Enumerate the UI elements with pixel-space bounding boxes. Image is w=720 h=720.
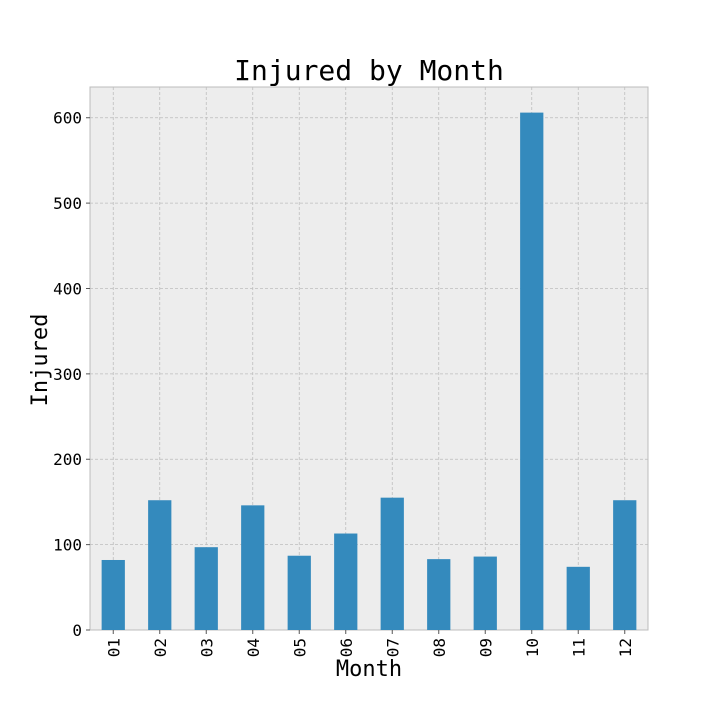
x-tick-label: 03 bbox=[197, 638, 216, 657]
bars bbox=[101, 112, 637, 630]
x-tick-label: 06 bbox=[337, 638, 356, 657]
y-tick-label: 500 bbox=[53, 194, 82, 213]
bar-01 bbox=[101, 559, 125, 630]
bar-10 bbox=[520, 112, 544, 630]
y-tick-label: 200 bbox=[53, 450, 82, 469]
x-tick-label: 09 bbox=[476, 638, 495, 657]
bar-02 bbox=[148, 500, 172, 630]
bar-09 bbox=[473, 556, 497, 630]
y-axis-label: Injured bbox=[28, 314, 53, 407]
x-tick-label: 04 bbox=[244, 638, 263, 657]
bar-05 bbox=[287, 555, 311, 630]
x-tick-label: 11 bbox=[569, 638, 588, 657]
x-axis-label: Month bbox=[336, 657, 402, 682]
x-tick-label: 07 bbox=[383, 638, 402, 657]
chart-title: Injured by Month bbox=[234, 54, 504, 87]
y-tick-label: 100 bbox=[53, 536, 82, 555]
bar-11 bbox=[566, 566, 590, 630]
bar-07 bbox=[380, 497, 404, 630]
x-axis-ticks: 01 02 03 04 05 06 07 08 09 10 11 12 bbox=[104, 630, 635, 657]
y-tick-label: 300 bbox=[53, 365, 82, 384]
x-tick-label: 05 bbox=[290, 638, 309, 657]
bar-03 bbox=[194, 547, 218, 630]
bar-12 bbox=[613, 500, 637, 630]
x-tick-label: 01 bbox=[104, 638, 123, 657]
x-tick-label: 02 bbox=[151, 638, 170, 657]
y-tick-label: 600 bbox=[53, 109, 82, 128]
x-tick-label: 10 bbox=[523, 638, 542, 657]
bar-04 bbox=[241, 505, 265, 630]
y-axis-ticks: 0 100 200 300 400 500 600 bbox=[53, 109, 90, 640]
y-tick-label: 400 bbox=[53, 279, 82, 298]
y-tick-label: 0 bbox=[72, 621, 82, 640]
x-tick-label: 08 bbox=[430, 638, 449, 657]
bar-06 bbox=[334, 533, 358, 630]
x-tick-label: 12 bbox=[616, 638, 635, 657]
bar-08 bbox=[427, 559, 451, 630]
plot-area bbox=[89, 86, 649, 631]
